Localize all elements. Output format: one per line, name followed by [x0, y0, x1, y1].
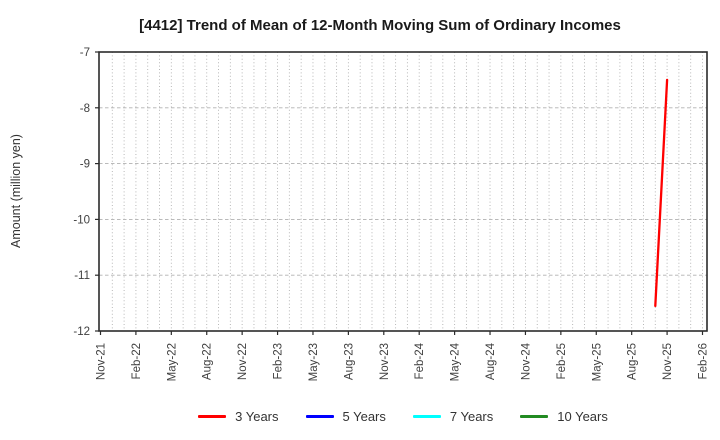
legend-item-5-years: 5 Years	[305, 408, 386, 424]
y-tick-label: -11	[74, 270, 90, 282]
legend-label-5-years: 5 Years	[342, 408, 386, 424]
legend-item-3-years: 3 Years	[198, 408, 279, 424]
x-tick-label: Aug-22	[202, 343, 214, 380]
y-tick-label: -9	[80, 159, 90, 171]
grid-layer	[99, 52, 707, 331]
x-tick-label: Nov-21	[96, 343, 108, 380]
x-tick-label: Nov-23	[379, 343, 391, 380]
legend-item-10-years: 10 Years	[520, 409, 608, 424]
x-tick-label: Feb-22	[131, 343, 143, 379]
x-tick-label: Feb-26	[698, 343, 710, 379]
plot-border	[98, 51, 708, 332]
legend-label-3-years: 3 Years	[235, 408, 279, 424]
y-axis-label: Amount (million yen)	[9, 134, 23, 248]
legend-label-7-years: 7 Years	[449, 408, 494, 424]
x-tick-label: Aug-23	[343, 343, 355, 380]
y-tick-label: -12	[73, 326, 90, 338]
tick-label-layer: -7 -8 -9 -10 -11 -12 Nov-21 Feb-22 May-22 Aug-22 N…	[73, 47, 709, 381]
series-layer	[654, 78, 669, 308]
series-line-3-years	[654, 78, 669, 308]
x-tick-label: May-23	[308, 343, 320, 381]
x-tick-label: Feb-24	[414, 342, 426, 379]
chart-title: [4412] Trend of Mean of 12-Month Moving …	[139, 17, 621, 34]
x-tick-label: Nov-25	[662, 343, 674, 380]
legend-swatch-5-years	[305, 414, 334, 418]
legend-swatch-7-years	[412, 414, 441, 418]
x-tick-label: Aug-24	[485, 342, 497, 380]
legend-swatch-3-years	[198, 414, 227, 418]
y-tick-label: -8	[80, 103, 90, 115]
y-tick-label: -7	[80, 47, 90, 59]
x-tick-label: Feb-25	[556, 343, 568, 379]
tick-layer	[95, 51, 704, 335]
x-tick-label: Nov-22	[237, 343, 249, 380]
plot-frame	[98, 51, 708, 332]
y-tick-label: -10	[73, 214, 90, 226]
legend-swatch-10-years	[520, 414, 549, 418]
x-tick-label: May-24	[450, 342, 462, 381]
legend-label-10-years: 10 Years	[557, 408, 608, 424]
x-tick-label: Nov-24	[520, 342, 532, 380]
legend: 3 Years 5 Years 7 Years 10 Years	[99, 404, 707, 428]
legend-item-7-years: 7 Years	[412, 408, 494, 424]
x-tick-label: May-25	[591, 343, 603, 381]
x-tick-label: May-22	[166, 343, 178, 381]
x-tick-label: Aug-25	[627, 343, 639, 380]
x-tick-label: Feb-23	[273, 343, 285, 379]
